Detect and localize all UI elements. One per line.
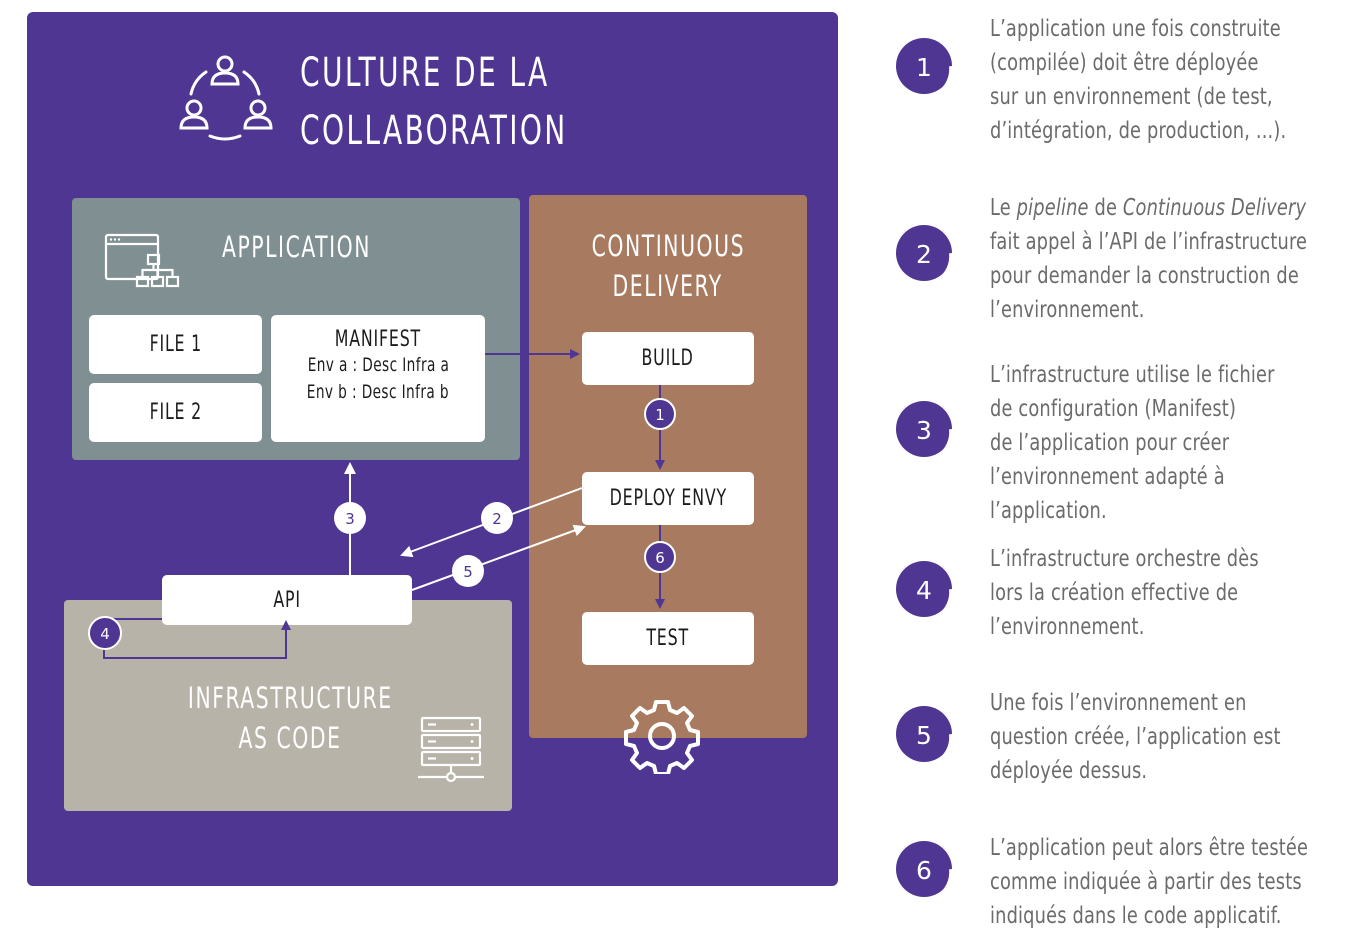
legend-text-2: Le pipeline de Continuous Delivery fait … — [990, 191, 1335, 327]
legend-2-line: Le pipeline de Continuous Delivery — [990, 195, 1307, 221]
test-box: TEST — [582, 612, 754, 665]
legend-5-line: déployée dessus. — [990, 758, 1148, 784]
diagram-badge-3: 3 — [334, 502, 366, 534]
deploy-envy-box: DEPLOY ENVY — [582, 472, 754, 525]
cd-title-line-1: CONTINUOUS — [591, 229, 745, 263]
file2-label: FILE 2 — [149, 400, 202, 425]
legend-badge-4: 4 — [896, 561, 956, 617]
legend-2-line: l’environnement. — [990, 297, 1145, 323]
svg-text:3: 3 — [916, 416, 932, 445]
svg-text:6: 6 — [916, 856, 932, 885]
iac-title-line-2: AS CODE — [238, 721, 342, 755]
legend-text-6: L’application peut alors être testée com… — [990, 831, 1335, 933]
legend-1-line: d’intégration, de production, ...). — [990, 118, 1287, 144]
svg-text:6: 6 — [655, 549, 665, 567]
legend-1-line: L’application une fois construite — [990, 16, 1281, 42]
culture-title-line-2: COLLABORATION — [300, 108, 568, 154]
svg-text:4: 4 — [100, 625, 110, 643]
legend-text-4: L’infrastructure orchestre dès lors la c… — [990, 542, 1335, 644]
legend-badge-2: 2 — [896, 225, 956, 281]
svg-text:4: 4 — [916, 576, 932, 605]
legend-3-line: l’application. — [990, 498, 1107, 524]
file1-label: FILE 1 — [149, 332, 202, 357]
diagram-badge-1: 1 — [644, 398, 676, 430]
svg-text:1: 1 — [655, 406, 665, 424]
legend-4-line: L’infrastructure orchestre dès — [990, 546, 1259, 572]
legend-3-line: l’environnement adapté à — [990, 464, 1225, 490]
legend-6-line: comme indiquée à partir des tests — [990, 869, 1302, 895]
diagram-badge-5: 5 — [452, 555, 484, 587]
arrow-api-deploy — [411, 524, 586, 591]
diagram-badge-4: 4 — [88, 616, 122, 650]
legend-4-line: lors la création effective de — [990, 580, 1239, 606]
legend-3-line: L’infrastructure utilise le fichier — [990, 362, 1275, 388]
deploy-label: DEPLOY ENVY — [609, 486, 727, 511]
manifest-line-a: Env a : Desc Infra a — [307, 354, 449, 376]
legend-badge-6: 6 — [896, 841, 956, 897]
legend-6-line: L’application peut alors être testée — [990, 835, 1309, 861]
legend-3-line: de configuration (Manifest) — [990, 396, 1237, 422]
manifest-title: MANIFEST — [334, 327, 422, 352]
iac-title-line-1: INFRASTRUCTURE — [187, 681, 393, 715]
server-icon — [418, 716, 484, 783]
svg-text:2: 2 — [916, 240, 932, 269]
gear-icon — [624, 700, 700, 774]
application-icon — [104, 233, 180, 288]
infrastructure-panel — [64, 600, 512, 811]
legend-text-5: Une fois l’environnement en question cré… — [990, 686, 1335, 788]
svg-text:5: 5 — [916, 721, 932, 750]
legend-5-line: Une fois l’environnement en — [990, 690, 1247, 716]
legend-3-line: de l’application pour créer — [990, 430, 1230, 456]
svg-text:2: 2 — [492, 510, 502, 528]
legend-badge-1: 1 — [896, 38, 956, 94]
manifest-line-b: Env b : Desc Infra b — [306, 381, 450, 403]
legend-text-3: L’infrastructure utilise le fichier de c… — [990, 358, 1335, 528]
legend-4-line: l’environnement. — [990, 614, 1145, 640]
legend-2-line: pour demander la construction de — [990, 263, 1299, 289]
file1-box: FILE 1 — [89, 315, 262, 374]
diagram-badge-6: 6 — [644, 541, 676, 573]
svg-text:3: 3 — [345, 510, 355, 528]
legend-text-1: L’application une fois construite (compi… — [990, 12, 1335, 148]
collaboration-icon — [179, 55, 273, 141]
culture-title-line-1: CULTURE DE LA — [300, 50, 550, 96]
manifest-box: MANIFEST Env a : Desc Infra a Env b : De… — [271, 315, 485, 442]
file2-box: FILE 2 — [89, 383, 262, 442]
legend-badge-3: 3 — [896, 401, 956, 457]
svg-text:5: 5 — [463, 563, 473, 581]
api-label: API — [273, 587, 301, 613]
culture-title: CULTURE DE LA COLLABORATION — [300, 44, 568, 160]
build-box: BUILD — [582, 332, 754, 385]
test-label: TEST — [646, 626, 690, 651]
infrastructure-title: INFRASTRUCTURE AS CODE — [150, 678, 430, 758]
legend-2-line: fait appel à l’API de l’infrastructure — [990, 229, 1308, 255]
legend-badge-5: 5 — [896, 706, 956, 762]
diagram-badge-2: 2 — [481, 502, 513, 534]
cd-title-line-2: DELIVERY — [612, 269, 724, 303]
api-box: API — [162, 575, 412, 625]
legend-1-line: (compilée) doit être déployée — [990, 50, 1259, 76]
continuous-delivery-title: CONTINUOUS DELIVERY — [529, 226, 807, 306]
legend-1-line: sur un environnement (de test, — [990, 84, 1273, 110]
application-title: APPLICATION — [222, 230, 371, 264]
build-label: BUILD — [641, 346, 695, 371]
svg-text:1: 1 — [916, 53, 932, 82]
legend-5-line: question créée, l’application est — [990, 724, 1281, 750]
legend-6-line: indiqués dans le code applicatif. — [990, 903, 1282, 929]
arrow-loop-api — [103, 618, 291, 659]
